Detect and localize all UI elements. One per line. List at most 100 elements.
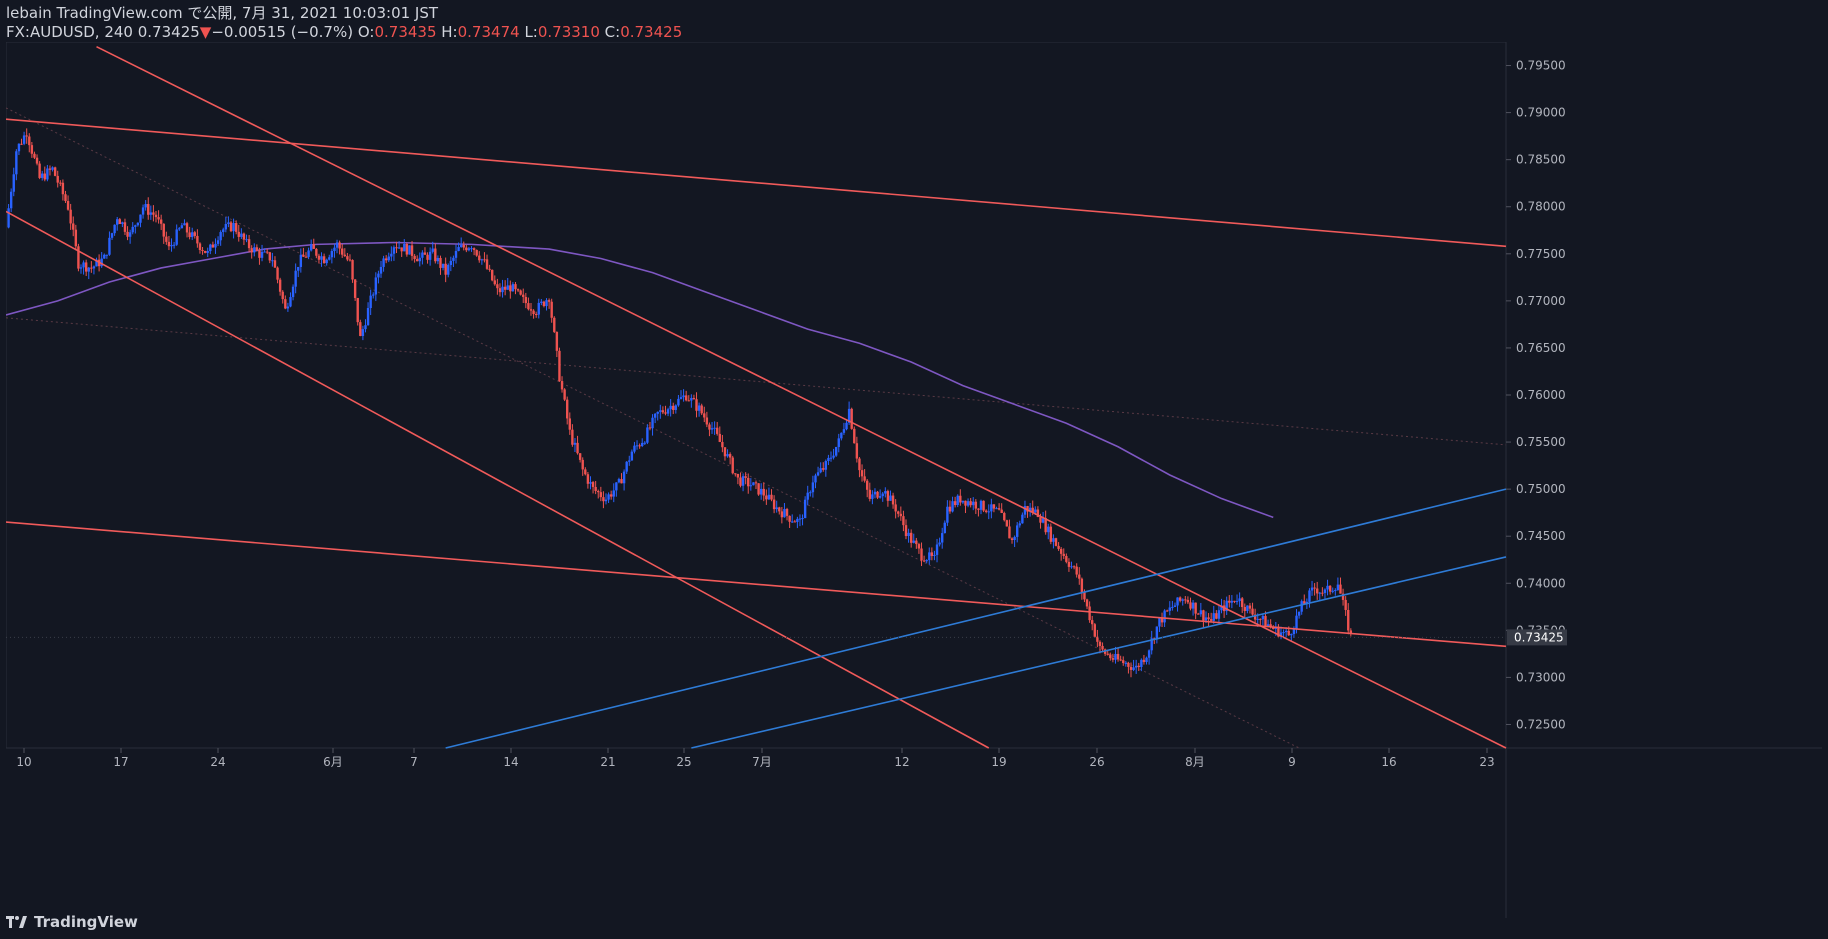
candle-body [762, 488, 765, 496]
candle-body [253, 247, 256, 253]
candle-body [498, 288, 502, 293]
candle-body [1016, 525, 1019, 537]
candle-body [690, 397, 693, 401]
candle-body [814, 475, 817, 483]
candle-body [956, 495, 959, 506]
candle-body [692, 397, 696, 400]
candle-body [149, 212, 153, 215]
candle-body [672, 405, 675, 410]
candle-body [1295, 615, 1298, 630]
candle-body [1008, 526, 1011, 539]
candle-body [972, 501, 975, 506]
candle-body [891, 495, 895, 505]
candle-body [522, 294, 525, 297]
candle-body [423, 252, 427, 255]
trendline-red [5, 210, 990, 749]
candle-body [1072, 566, 1076, 568]
candle-body [170, 245, 173, 247]
candle-body [193, 232, 196, 236]
candle-body [366, 308, 370, 326]
candle-body [1166, 610, 1169, 612]
candle-body [710, 428, 714, 430]
candle-body [224, 224, 228, 230]
candle-body [1031, 507, 1034, 513]
candle-body [860, 470, 864, 477]
candle-body [17, 143, 21, 152]
down-arrow-icon: ▼ [199, 23, 212, 41]
symbol-label[interactable]: FX:AUDUSD, 240 [6, 23, 133, 41]
close-label: C: [604, 23, 621, 41]
candle-body [43, 173, 46, 180]
candle-body [783, 509, 786, 518]
candle-body [188, 232, 191, 238]
candle-body [1059, 548, 1063, 554]
candle-body [589, 482, 592, 484]
candle-body [529, 309, 533, 311]
candle-body [418, 257, 421, 262]
candle-body [635, 445, 639, 447]
candle-body [403, 243, 406, 252]
candle-body [703, 413, 706, 418]
candle-body [201, 250, 204, 252]
candle-body [28, 136, 31, 146]
candle-body [770, 494, 773, 500]
candle-body [534, 314, 538, 316]
candle-body [421, 252, 424, 258]
candle-body [105, 254, 109, 256]
candle-body [633, 445, 636, 452]
trendline-red [5, 521, 1507, 648]
candle-body [1044, 518, 1047, 533]
candle-body [697, 405, 701, 411]
candle-body [532, 310, 535, 315]
candle-body [1290, 634, 1293, 636]
candle-body [95, 259, 98, 267]
candle-body [1209, 619, 1213, 621]
candle-body [1189, 602, 1192, 609]
candle-body [948, 506, 952, 512]
candle-body [718, 433, 721, 442]
candle-body [734, 473, 737, 475]
candle-body [630, 451, 634, 461]
candle-body [744, 476, 747, 478]
candle-body [196, 235, 199, 244]
candle-body [1251, 608, 1254, 615]
candle-body [648, 427, 652, 429]
candle-body [759, 488, 763, 495]
candle-body [1256, 618, 1259, 620]
candle-body [519, 290, 522, 295]
candle-body [767, 494, 771, 500]
candle-body [478, 255, 481, 261]
candle-body [555, 331, 559, 351]
candle-body [346, 256, 349, 260]
candle-body [1065, 555, 1068, 562]
candle-body [384, 258, 388, 261]
candle-body [837, 438, 840, 447]
candle-body [969, 501, 972, 506]
candle-body [304, 256, 308, 258]
candle-body [516, 289, 520, 291]
candle-body [951, 501, 954, 512]
candle-body [824, 460, 828, 470]
candle-body [912, 540, 915, 543]
candle-body [1005, 520, 1009, 527]
candle-body [452, 257, 455, 261]
candle-body [1259, 618, 1262, 620]
candle-body [705, 417, 709, 425]
candle-body [281, 291, 284, 300]
candle-body [752, 482, 755, 486]
candle-body [289, 297, 292, 307]
chart-area[interactable]: 0.725000.730000.735000.740000.745000.750… [5, 41, 1822, 918]
ohlc-legend: FX:AUDUSD, 240 0.73425▼−0.00515 (−0.7%) … [6, 23, 682, 42]
candle-body [390, 253, 393, 257]
candle-body [338, 242, 341, 249]
candle-body [1202, 610, 1205, 621]
candle-body [943, 522, 946, 534]
candle-body [33, 153, 36, 158]
candle-body [12, 174, 15, 192]
price-chart[interactable]: 0.725000.730000.735000.740000.745000.750… [5, 41, 1822, 918]
candle-body [315, 248, 318, 256]
candle-body [1220, 605, 1223, 611]
candle-body [959, 495, 962, 503]
candle-body [853, 428, 856, 444]
candle-body [1321, 592, 1324, 594]
